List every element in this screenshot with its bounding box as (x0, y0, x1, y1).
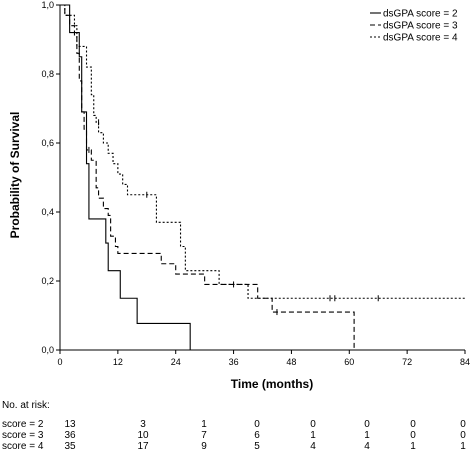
x-tick-label: 84 (460, 357, 470, 367)
risk-cell: 9 (201, 441, 207, 450)
risk-cell: 36 (64, 430, 76, 441)
x-tick-label: 24 (171, 357, 181, 367)
risk-table-title: No. at risk: (2, 400, 50, 411)
x-tick-label: 36 (229, 357, 239, 367)
risk-cell: 0 (460, 430, 466, 441)
series-layer (60, 4, 465, 350)
axes-layer: 0,0 0,2 0,4 0,6 0,8 1,0 0 12 24 36 48 60 72 84 (41, 0, 470, 367)
x-tick-label: 48 (286, 357, 296, 367)
risk-cell: 7 (201, 430, 207, 441)
risk-cell: 3 (140, 419, 146, 430)
y-tick-label: 1,0 (41, 0, 54, 10)
series-line-1 (60, 4, 191, 350)
legend-label-2: dsGPA score = 3 (383, 21, 458, 32)
risk-row-label: score = 2 (2, 419, 44, 430)
risk-cell: 1 (410, 441, 416, 450)
y-tick-label: 0,8 (41, 69, 54, 79)
risk-cell: 5 (254, 441, 260, 450)
risk-row-label: score = 4 (2, 441, 44, 450)
risk-cell: 1 (460, 441, 466, 450)
risk-cell: 0 (310, 419, 316, 430)
risk-cell: 0 (410, 419, 416, 430)
x-tick-label: 0 (57, 357, 62, 367)
legend-label-3: dsGPA score = 4 (383, 33, 458, 44)
legend-label-1: dsGPA score = 2 (383, 9, 458, 20)
y-axis-title: Probability of Survival (8, 112, 22, 239)
series-line-2 (60, 4, 355, 350)
x-tick-label: 60 (344, 357, 354, 367)
y-tick-label: 0,2 (41, 276, 54, 286)
risk-row-label: score = 3 (2, 430, 44, 441)
risk-cell: 4 (310, 441, 316, 450)
y-tick-label: 0,0 (41, 345, 54, 355)
risk-cell: 35 (64, 441, 76, 450)
risk-cell: 10 (137, 430, 149, 441)
risk-cell: 17 (137, 441, 149, 450)
risk-cell: 6 (254, 430, 260, 441)
risk-cell: 0 (410, 430, 416, 441)
x-tick-label: 72 (402, 357, 412, 367)
risk-cell: 1 (364, 430, 370, 441)
risk-cell: 13 (64, 419, 76, 430)
risk-cell: 0 (364, 419, 370, 430)
risk-cell: 1 (201, 419, 207, 430)
risk-cell: 1 (310, 430, 316, 441)
risk-cell: 0 (460, 419, 466, 430)
y-tick-label: 0,4 (41, 207, 54, 217)
x-axis-title: Time (months) (231, 377, 313, 391)
risk-cell: 4 (364, 441, 370, 450)
risk-cell: 0 (254, 419, 260, 430)
series-line-3 (60, 4, 465, 299)
x-tick-label: 12 (113, 357, 123, 367)
y-tick-label: 0,6 (41, 138, 54, 148)
